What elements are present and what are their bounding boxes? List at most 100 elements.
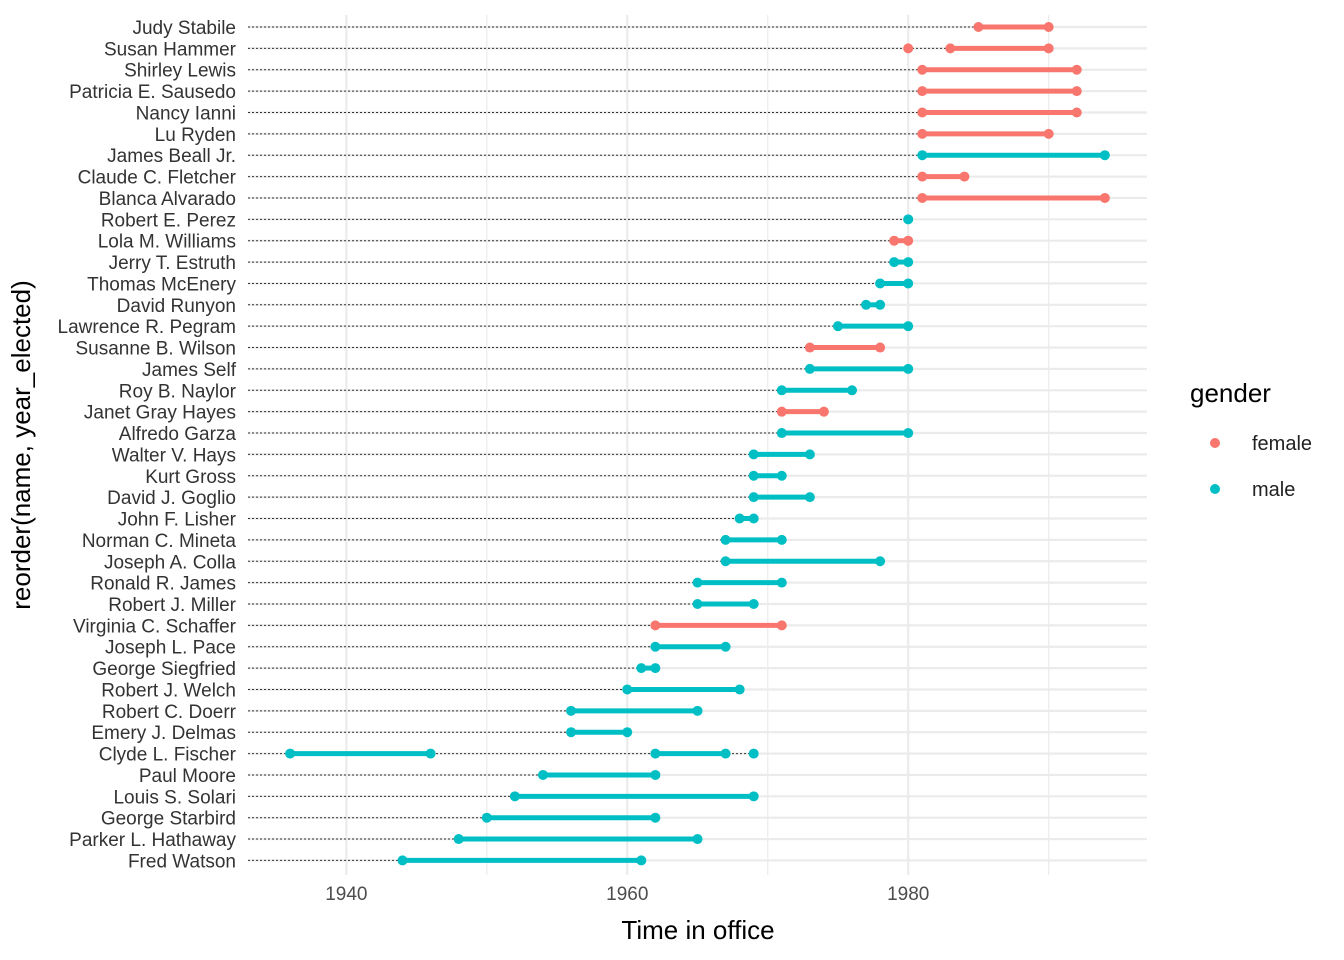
y-tick-label: Ronald R. James	[90, 574, 236, 595]
term-start-point	[776, 428, 787, 439]
term-start-point	[917, 107, 928, 118]
grid-layer	[248, 15, 1147, 875]
legend: gender female male	[1190, 378, 1312, 501]
term-end-point	[903, 257, 914, 268]
term-start-point	[622, 684, 633, 695]
term-end-point	[1043, 22, 1054, 32]
legend-item-male: male	[1210, 479, 1295, 501]
y-tick-label: Susan Hammer	[104, 39, 237, 60]
y-tick-label: Clyde L. Fischer	[99, 745, 237, 766]
term-end-point	[903, 235, 914, 246]
term-start-point	[650, 641, 661, 652]
y-tick-label: George Starbird	[101, 809, 236, 830]
legend-label-male: male	[1252, 479, 1295, 501]
term-start-point	[861, 299, 872, 310]
term-start-point	[832, 321, 843, 332]
y-tick-label: John F. Lisher	[118, 510, 237, 531]
term-end-point	[776, 534, 787, 545]
term-end-point	[748, 513, 759, 524]
y-tick-label: Susanne B. Wilson	[75, 339, 236, 360]
y-tick-label: Parker L. Hathaway	[69, 830, 236, 851]
term-start-point	[748, 449, 759, 460]
term-end-point	[720, 748, 731, 759]
term-start-point	[509, 791, 520, 802]
y-tick-label: Blanca Alvarado	[99, 189, 236, 210]
y-tick-label: Nancy Ianni	[136, 103, 236, 124]
term-end-point	[847, 385, 858, 396]
term-end-point	[1043, 43, 1054, 54]
term-start-point	[692, 577, 703, 588]
y-tick-label: Walter V. Hays	[112, 445, 236, 466]
term-start-point	[397, 855, 408, 866]
legend-key-male	[1210, 484, 1220, 494]
y-tick-label: Claude C. Fletcher	[78, 168, 237, 189]
term-end-point	[818, 406, 829, 417]
term-end-point	[1071, 64, 1082, 75]
term-end-point	[903, 363, 914, 374]
y-tick-label: Paul Moore	[139, 766, 236, 787]
term-start-point	[650, 620, 661, 631]
y-tick-label: Joseph A. Colla	[104, 552, 236, 573]
legend-title: gender	[1190, 378, 1271, 408]
term-start-point	[903, 43, 914, 54]
y-tick-label: Patricia E. Sausedo	[69, 82, 236, 103]
y-tick-label: Robert C. Doerr	[102, 702, 237, 723]
y-tick-label: Shirley Lewis	[124, 61, 236, 82]
term-end-point	[622, 727, 633, 738]
y-tick-label: Janet Gray Hayes	[84, 403, 236, 424]
term-end-point	[692, 705, 703, 716]
term-start-point	[636, 663, 647, 674]
term-end-point	[875, 299, 886, 310]
term-start-point	[748, 470, 759, 481]
x-tick-labels: 1940 1960 1980	[325, 884, 929, 905]
term-start-point	[889, 257, 900, 268]
y-tick-label: Joseph L. Pace	[105, 638, 236, 659]
term-start-point	[566, 705, 577, 716]
term-start-point	[917, 192, 928, 203]
term-start-point	[889, 235, 900, 246]
term-start-point	[734, 513, 745, 524]
y-tick-label: Alfredo Garza	[119, 424, 237, 445]
y-tick-label: Lawrence R. Pegram	[58, 317, 236, 338]
term-end-point	[776, 470, 787, 481]
y-tick-label: James Beall Jr.	[107, 146, 236, 167]
x-tick-label: 1960	[606, 884, 648, 905]
term-start-point	[692, 598, 703, 609]
term-end-point	[1043, 128, 1054, 139]
legend-key-female	[1210, 438, 1220, 448]
term-bars	[290, 24, 1105, 863]
term-end-point	[720, 641, 731, 652]
term-end-point	[1099, 150, 1110, 161]
y-tick-label: Norman C. Mineta	[82, 531, 237, 552]
term-end-point	[875, 556, 886, 567]
y-tick-label: Roy B. Naylor	[119, 381, 237, 402]
term-end-point	[692, 834, 703, 845]
term-start-point	[566, 727, 577, 738]
y-tick-label: Robert E. Perez	[101, 210, 236, 231]
y-tick-label: Virginia C. Schaffer	[73, 616, 237, 637]
term-end-point	[903, 321, 914, 332]
y-tick-label: David Runyon	[117, 296, 236, 317]
term-end-point	[875, 342, 886, 353]
term-start-point	[917, 171, 928, 182]
y-tick-label: Robert J. Miller	[108, 595, 236, 616]
y-tick-label: Robert J. Welch	[101, 680, 236, 701]
term-start-point	[748, 492, 759, 503]
guide-lines	[248, 26, 1105, 861]
term-start-point	[285, 748, 296, 759]
term-start-point	[776, 406, 787, 417]
term-end-point	[903, 428, 914, 439]
y-tick-label: Lu Ryden	[155, 125, 236, 146]
term-start-point	[804, 363, 815, 374]
term-start-point	[720, 556, 731, 567]
term-start-point	[875, 278, 886, 289]
term-end-point	[650, 663, 661, 674]
y-tick-label: James Self	[142, 360, 237, 381]
term-start-point	[917, 86, 928, 97]
x-tick-label: 1980	[887, 884, 929, 905]
term-end-point	[636, 855, 647, 866]
term-start-point	[720, 534, 731, 545]
y-tick-label: Judy Stabile	[132, 18, 236, 39]
term-end-point	[748, 791, 759, 802]
term-start-point	[804, 342, 815, 353]
